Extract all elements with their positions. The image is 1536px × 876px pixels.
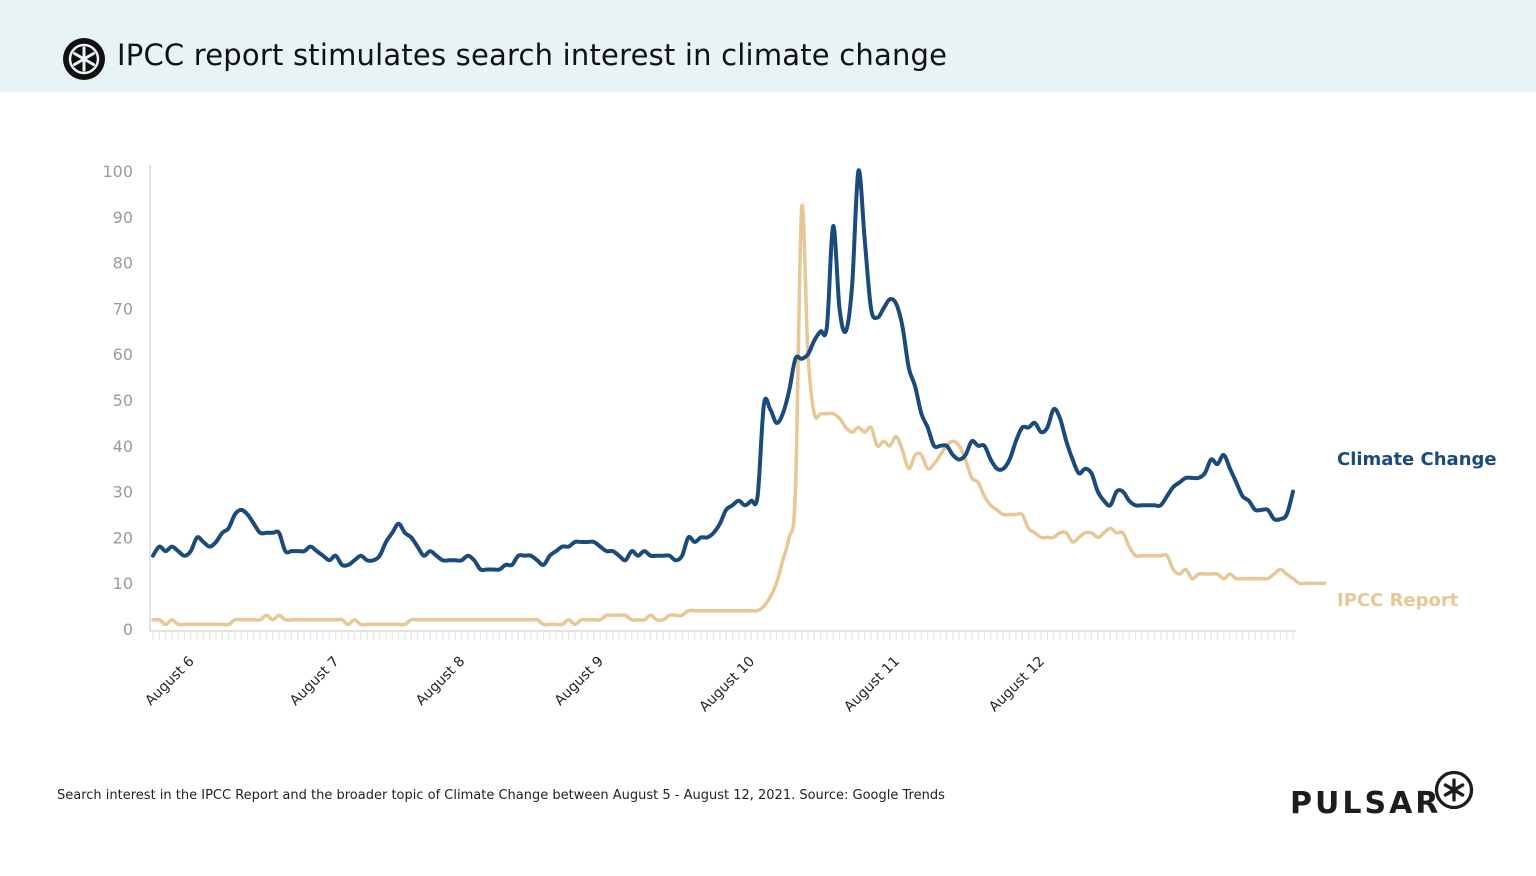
y-tick-label: 0: [123, 620, 133, 639]
pulsar-asterisk-icon: [63, 38, 105, 80]
y-tick-label: 100: [102, 162, 133, 181]
y-tick-label: 10: [113, 574, 133, 593]
y-tick-label: 50: [113, 391, 133, 410]
chart-caption: Search interest in the IPCC Report and t…: [57, 788, 945, 803]
header-banner: IPCC report stimulates search interest i…: [0, 0, 1536, 92]
y-axis: 0 10 20 30 40 50 60 70 80 90 100: [102, 162, 151, 639]
x-axis: August 6 August 7 August 8 August 9 August 1…: [142, 630, 1296, 716]
x-tick-label: August 6: [142, 653, 197, 708]
series-label-ipcc-report: IPCC Report: [1337, 590, 1459, 611]
series-label-climate-change: Climate Change: [1337, 449, 1497, 470]
y-tick-label: 40: [113, 437, 133, 456]
x-tick-label: August 12: [986, 654, 1048, 716]
y-tick-label: 20: [113, 528, 133, 547]
x-tick-label: August 9: [552, 654, 607, 709]
y-tick-label: 60: [113, 345, 133, 364]
series-line-climate-change: [151, 168, 1295, 573]
x-tick-label: August 11: [841, 654, 903, 716]
pulsar-asterisk-icon: [1434, 770, 1474, 810]
series-layer: [151, 168, 1327, 627]
x-tick-label: August 7: [287, 654, 342, 709]
series-line-ipcc-report: [151, 203, 1327, 627]
y-tick-label: 30: [113, 483, 133, 502]
y-tick-label: 80: [113, 254, 133, 273]
y-tick-label: 90: [113, 208, 133, 227]
page-title: IPCC report stimulates search interest i…: [117, 38, 948, 72]
x-tick-label: August 8: [413, 654, 468, 709]
brand-wordmark: PULSAR: [1290, 786, 1442, 821]
x-tick-label: August 10: [696, 654, 758, 716]
y-tick-label: 70: [113, 299, 133, 318]
